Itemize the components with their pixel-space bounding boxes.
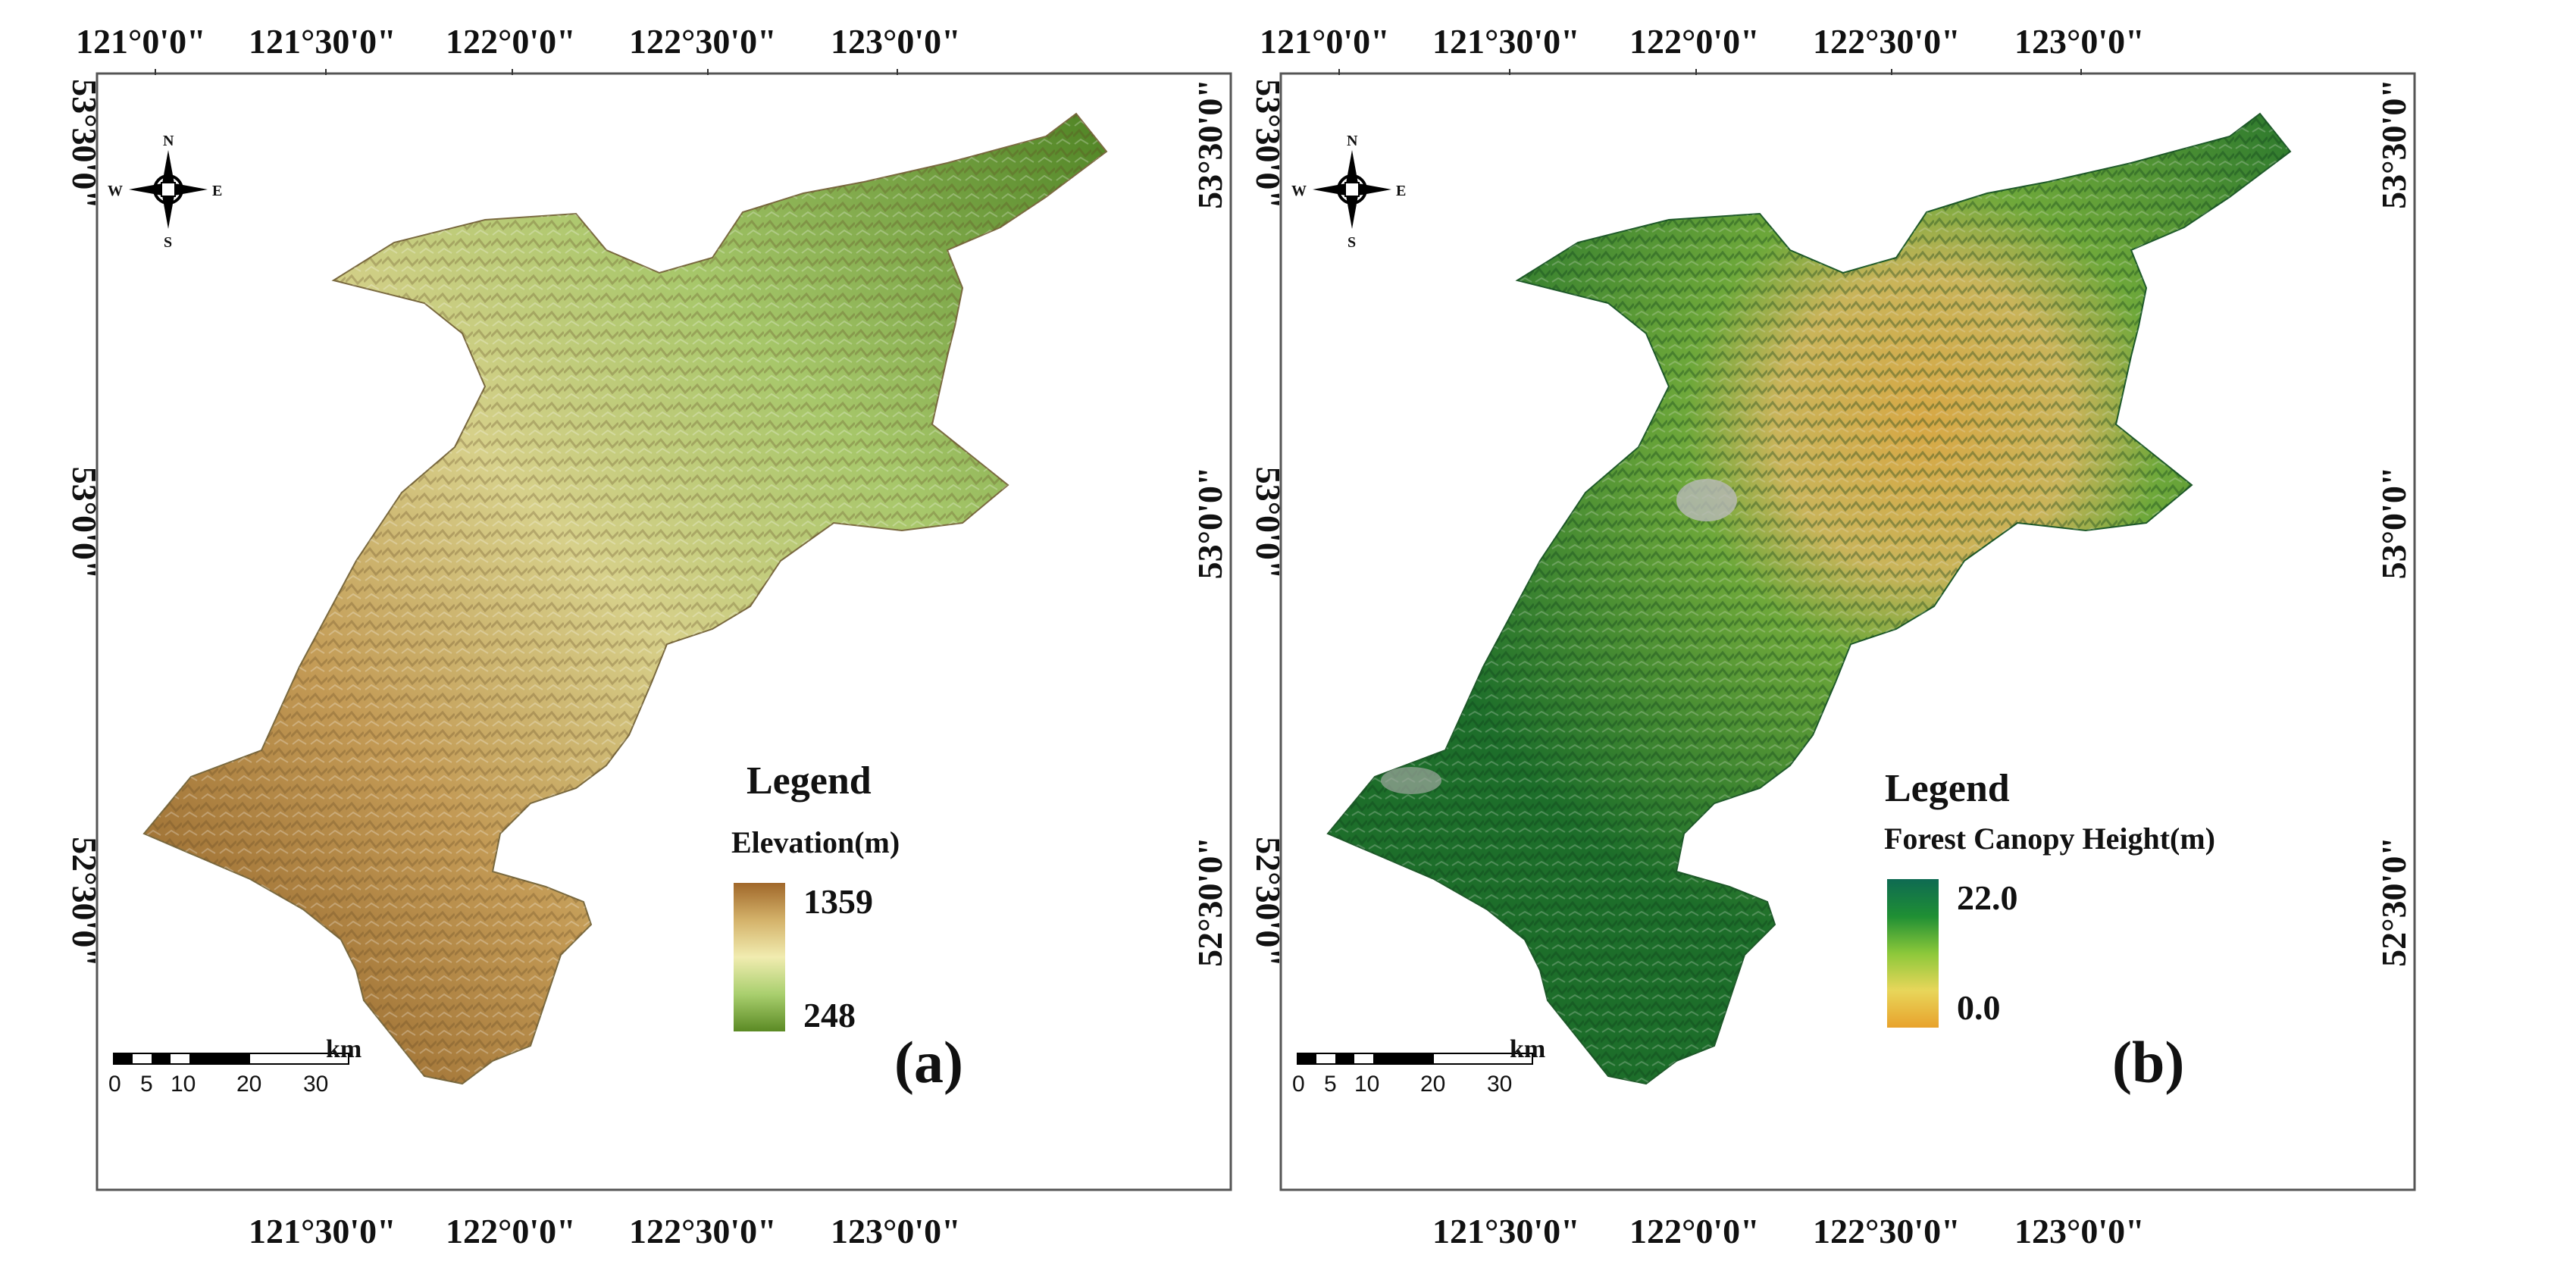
panel-label: (a) (894, 1029, 963, 1095)
study-region-canopy (1326, 112, 2292, 1085)
scale-tick: 30 (303, 1072, 328, 1097)
scale-tick: 5 (140, 1072, 153, 1097)
legend-min: 0.0 (1957, 988, 2001, 1027)
scale-tick: 20 (236, 1072, 261, 1097)
top-tick-label: 121°0'0" (1260, 22, 1390, 61)
bottom-tick-label: 122°30'0" (629, 1212, 777, 1250)
legend-color-ramp (734, 883, 785, 1031)
panel-label: (b) (2112, 1029, 2184, 1095)
left-tick-label: 53°0'0" (65, 467, 104, 580)
bottom-tick-label: 122°0'0" (446, 1212, 576, 1250)
scale-bar: 0 5 10 20 30 km (1292, 1035, 1545, 1097)
bottom-tick-label: 121°30'0" (1432, 1212, 1580, 1250)
right-tick-label: 52°30'0" (2374, 837, 2413, 967)
map-svg: 121°0'0" 121°30'0" 122°0'0" 122°30'0" 12… (1249, 22, 2416, 1250)
right-tick-label: 53°30'0" (2374, 79, 2413, 209)
scale-bar: 0 5 10 20 30 km (108, 1035, 362, 1097)
scale-unit: km (1510, 1035, 1545, 1063)
scale-tick: 5 (1324, 1072, 1337, 1097)
left-tick-label: 52°30'0" (1249, 837, 1288, 967)
graticule-ticks-top (1338, 69, 2082, 75)
legend-color-ramp (1887, 879, 1939, 1028)
legend-min: 248 (803, 996, 856, 1034)
scale-tick: 0 (1292, 1072, 1305, 1097)
map-frame (95, 72, 1232, 1191)
compass-s: S (164, 234, 172, 251)
legend-variable: Forest Canopy Height(m) (1884, 822, 2215, 856)
top-tick-label: 122°30'0" (629, 22, 777, 61)
map-svg: 121°0'0" 121°30'0" 122°0'0" 122°30'0" 12… (65, 22, 1232, 1250)
top-tick-label: 121°30'0" (1432, 22, 1580, 61)
top-tick-label: 122°0'0" (446, 22, 576, 61)
scale-tick: 0 (108, 1072, 121, 1097)
top-tick-label: 123°0'0" (831, 22, 961, 61)
left-tick-label: 52°30'0" (65, 837, 104, 967)
right-tick-label: 53°0'0" (2374, 467, 2413, 580)
bottom-tick-label: 121°30'0" (249, 1212, 396, 1250)
map-panel-elevation: 121°0'0" 121°30'0" 122°0'0" 122°30'0" 12… (0, 0, 1235, 1276)
top-tick-label: 122°0'0" (1629, 22, 1760, 61)
legend-max: 1359 (803, 882, 873, 921)
bottom-tick-label: 123°0'0" (2014, 1212, 2145, 1250)
scale-tick: 10 (171, 1072, 196, 1097)
map-panel-canopy-height: 121°0'0" 121°30'0" 122°0'0" 122°30'0" 12… (1184, 0, 2419, 1276)
top-tick-label: 121°30'0" (249, 22, 396, 61)
legend: Legend Elevation(m) 1359 248 (731, 759, 900, 1034)
legend-max: 22.0 (1957, 878, 2018, 917)
left-tick-label: 53°0'0" (1249, 467, 1288, 580)
legend-title: Legend (1885, 767, 2010, 810)
compass-w: W (108, 183, 123, 199)
right-tick-label: 52°30'0" (1191, 837, 1229, 967)
compass-rose: N S E W (108, 133, 222, 251)
compass-n: N (1347, 133, 1358, 149)
compass-e: E (212, 183, 222, 199)
left-tick-label: 53°30'0" (65, 79, 104, 209)
compass-s: S (1347, 234, 1356, 251)
right-tick-label: 53°30'0" (1191, 79, 1229, 209)
bottom-tick-label: 122°30'0" (1813, 1212, 1961, 1250)
right-tick-label: 53°0'0" (1191, 467, 1229, 580)
study-region-elevation (142, 112, 1108, 1085)
left-tick-label: 53°30'0" (1249, 79, 1288, 209)
bottom-tick-label: 122°0'0" (1629, 1212, 1760, 1250)
scale-unit: km (326, 1035, 362, 1063)
scale-tick: 30 (1487, 1072, 1512, 1097)
top-tick-label: 123°0'0" (2014, 22, 2145, 61)
top-tick-label: 121°0'0" (76, 22, 206, 61)
compass-w: W (1291, 183, 1307, 199)
map-frame (1279, 72, 2416, 1191)
legend-variable: Elevation(m) (731, 825, 900, 859)
compass-rose: N S E W (1291, 133, 1406, 251)
top-tick-label: 122°30'0" (1813, 22, 1961, 61)
legend: Legend Forest Canopy Height(m) 22.0 0.0 (1884, 767, 2215, 1028)
compass-n: N (163, 133, 174, 149)
bottom-tick-label: 123°0'0" (831, 1212, 961, 1250)
graticule-ticks-top (155, 69, 898, 75)
compass-e: E (1396, 183, 1406, 199)
scale-tick: 20 (1420, 1072, 1445, 1097)
scale-tick: 10 (1354, 1072, 1379, 1097)
legend-title: Legend (747, 759, 872, 803)
